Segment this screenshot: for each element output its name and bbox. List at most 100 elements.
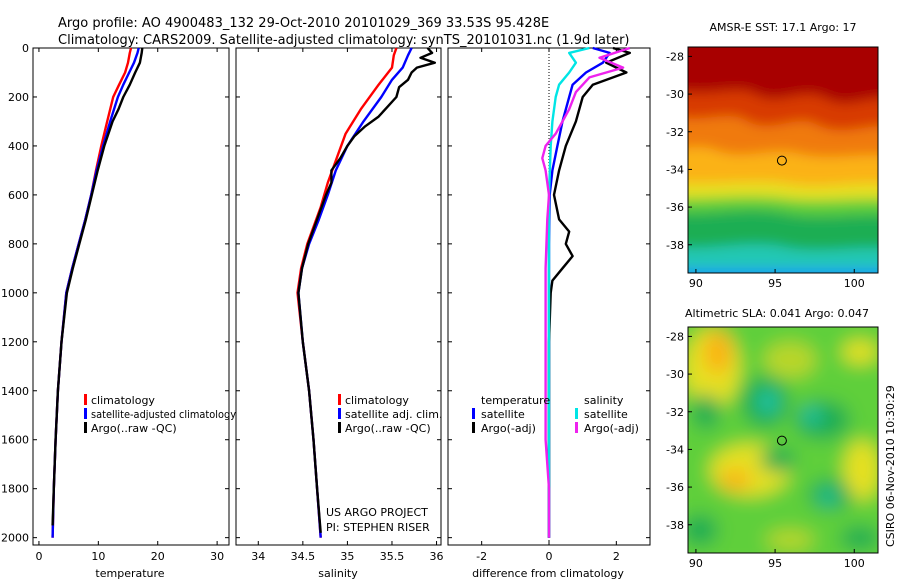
legend-label-satellite: satellite adj. clim. (345, 408, 442, 421)
x-tick-label: 10 (91, 550, 105, 563)
y-tick-label: 400 (8, 140, 29, 153)
y-tick-label: 1800 (1, 483, 29, 496)
difference-ticks: -2 0 2 (448, 47, 650, 563)
legend-swatch-temperature-argo (472, 422, 475, 433)
x-tick-label: 2 (613, 550, 620, 563)
legend-label-salinity-argo: Argo(-adj) (584, 422, 639, 435)
y-tick-label: 1400 (1, 385, 29, 398)
map-x-tick-label: 95 (768, 277, 782, 290)
difference-xlabel: difference from climatology (472, 567, 624, 580)
x-tick-label: 0 (546, 550, 553, 563)
legend-label-climatology: climatology (345, 394, 409, 407)
salinity-lines (296, 47, 436, 538)
y-tick-label: 800 (8, 238, 29, 251)
legend-header-salinity: salinity (584, 394, 624, 407)
map-y-tick-label: -32 (666, 406, 684, 419)
legend-label-argo: Argo(..raw -QC) (345, 422, 431, 435)
temperature-lines (51, 47, 144, 538)
sla-map-panel: Altimetric SLA: 0.041 Argo: 0.047 (666, 307, 879, 570)
x-tick-label: 34.5 (291, 550, 316, 563)
temperature-profile-panel: 0 10 20 30 0 200 400 600 800 1000 1200 1400 1600 1800… (1, 42, 236, 580)
x-tick-label: -2 (476, 550, 487, 563)
y-tick-label: 2000 (1, 532, 29, 545)
salinity-legend: climatology satellite adj. clim. Argo(..… (338, 394, 442, 435)
sla-map-ticks: 90 95 100 -28 -30 -32 -34 -36 -38 (666, 330, 865, 570)
credit-project: US ARGO PROJECT (326, 506, 428, 519)
y-tick-label: 0 (22, 42, 29, 55)
map-y-tick-label: -34 (666, 443, 684, 456)
legend-swatch-temperature-satellite (472, 408, 475, 419)
legend-swatch-salinity-satellite (575, 408, 578, 419)
legend-header-temperature: temperature (481, 394, 550, 407)
legend-label-argo: Argo(..raw -QC) (91, 422, 177, 435)
y-tick-label: 200 (8, 91, 29, 104)
sla-map-title: Altimetric SLA: 0.041 Argo: 0.047 (685, 307, 869, 320)
map-y-tick-label: -36 (666, 481, 684, 494)
map-x-tick-label: 95 (768, 557, 782, 570)
sst-map-frame (687, 46, 879, 274)
y-tick-label: 1000 (1, 287, 29, 300)
difference-profile-panel: -2 0 2 difference from climatology tempera… (447, 46, 651, 580)
salinity-axes-frame (235, 47, 442, 546)
x-tick-label: 30 (210, 550, 224, 563)
y-tick-label: 600 (8, 189, 29, 202)
figure-title-line2: Climatology: CARS2009. Satellite-adjuste… (58, 33, 630, 48)
map-y-tick-label: -32 (666, 126, 684, 139)
figure-title-line1: Argo profile: AO 4900483_132 29-Oct-2010… (58, 16, 549, 31)
map-y-tick-label: -38 (666, 239, 684, 252)
series-line-salinity-argo-adj (541, 46, 631, 538)
x-tick-label: 20 (151, 550, 165, 563)
x-tick-label: 34 (251, 550, 265, 563)
map-x-tick-label: 90 (689, 277, 703, 290)
map-x-tick-label: 100 (844, 277, 865, 290)
difference-lines (541, 46, 631, 538)
sst-argo-location-marker (776, 155, 787, 166)
y-tick-label: 1200 (1, 336, 29, 349)
csiro-timestamp: CSIRO 06-Nov-2010 10:30:29 (884, 385, 897, 547)
legend-label-temperature-argo: Argo(-adj) (481, 422, 536, 435)
temperature-xlabel: temperature (95, 567, 164, 580)
legend-swatch-salinity-argo (575, 422, 578, 433)
y-tick-label: 1600 (1, 434, 29, 447)
series-line-argo-raw-qc (51, 47, 144, 526)
legend-label-salinity-satellite: satellite (584, 408, 628, 421)
credit-pi: PI: STEPHEN RISER (326, 521, 430, 534)
temperature-ticks: 0 10 20 30 0 200 400 600 800 1000 1200 1400 1600 1800… (1, 42, 229, 563)
legend-swatch-argo (338, 422, 341, 433)
sla-argo-location-marker (776, 435, 787, 446)
map-y-tick-label: -38 (666, 519, 684, 532)
salinity-ticks: 34 34.5 35 35.5 36 (236, 47, 444, 563)
series-line-argo-raw-qc (297, 47, 436, 533)
series-line-salinity-satellite (547, 46, 590, 538)
map-y-tick-label: -30 (666, 88, 684, 101)
sst-map-title: AMSR-E SST: 17.1 Argo: 17 (709, 21, 856, 34)
map-y-tick-label: -28 (666, 330, 684, 343)
legend-swatch-climatology (84, 394, 87, 405)
map-y-tick-label: -36 (666, 201, 684, 214)
sst-map-ticks: 90 95 100 -28 -30 -32 -34 -36 -38 (666, 50, 865, 290)
legend-swatch-climatology (338, 394, 341, 405)
map-x-tick-label: 100 (844, 557, 865, 570)
legend-label-temperature-satellite: satellite (481, 408, 525, 421)
legend-label-climatology: climatology (91, 394, 155, 407)
legend-swatch-satellite (338, 408, 341, 419)
map-y-tick-label: -30 (666, 368, 684, 381)
x-tick-label: 35 (340, 550, 354, 563)
sst-map-panel: AMSR-E SST: 17.1 Argo: 17 90 95 100 -28 -30 -… (666, 21, 879, 290)
difference-legend: temperature salinity satellite Argo(-adj… (472, 394, 639, 435)
temperature-legend: climatology satellite-adjusted climatolo… (84, 394, 236, 435)
x-tick-label: 35.5 (380, 550, 405, 563)
x-tick-label: 0 (35, 550, 42, 563)
x-tick-label: 36 (430, 550, 444, 563)
legend-swatch-argo (84, 422, 87, 433)
sla-map-frame (687, 326, 879, 554)
salinity-profile-panel: 34 34.5 35 35.5 36 salinity climatology sate… (235, 47, 444, 580)
map-x-tick-label: 90 (689, 557, 703, 570)
temperature-axes-frame (32, 47, 230, 546)
map-y-tick-label: -28 (666, 50, 684, 63)
sst-heatmap-field (688, 47, 878, 273)
sla-heatmap-field (688, 327, 878, 553)
legend-label-satellite: satellite-adjusted climatology (91, 408, 236, 421)
salinity-xlabel: salinity (318, 567, 358, 580)
